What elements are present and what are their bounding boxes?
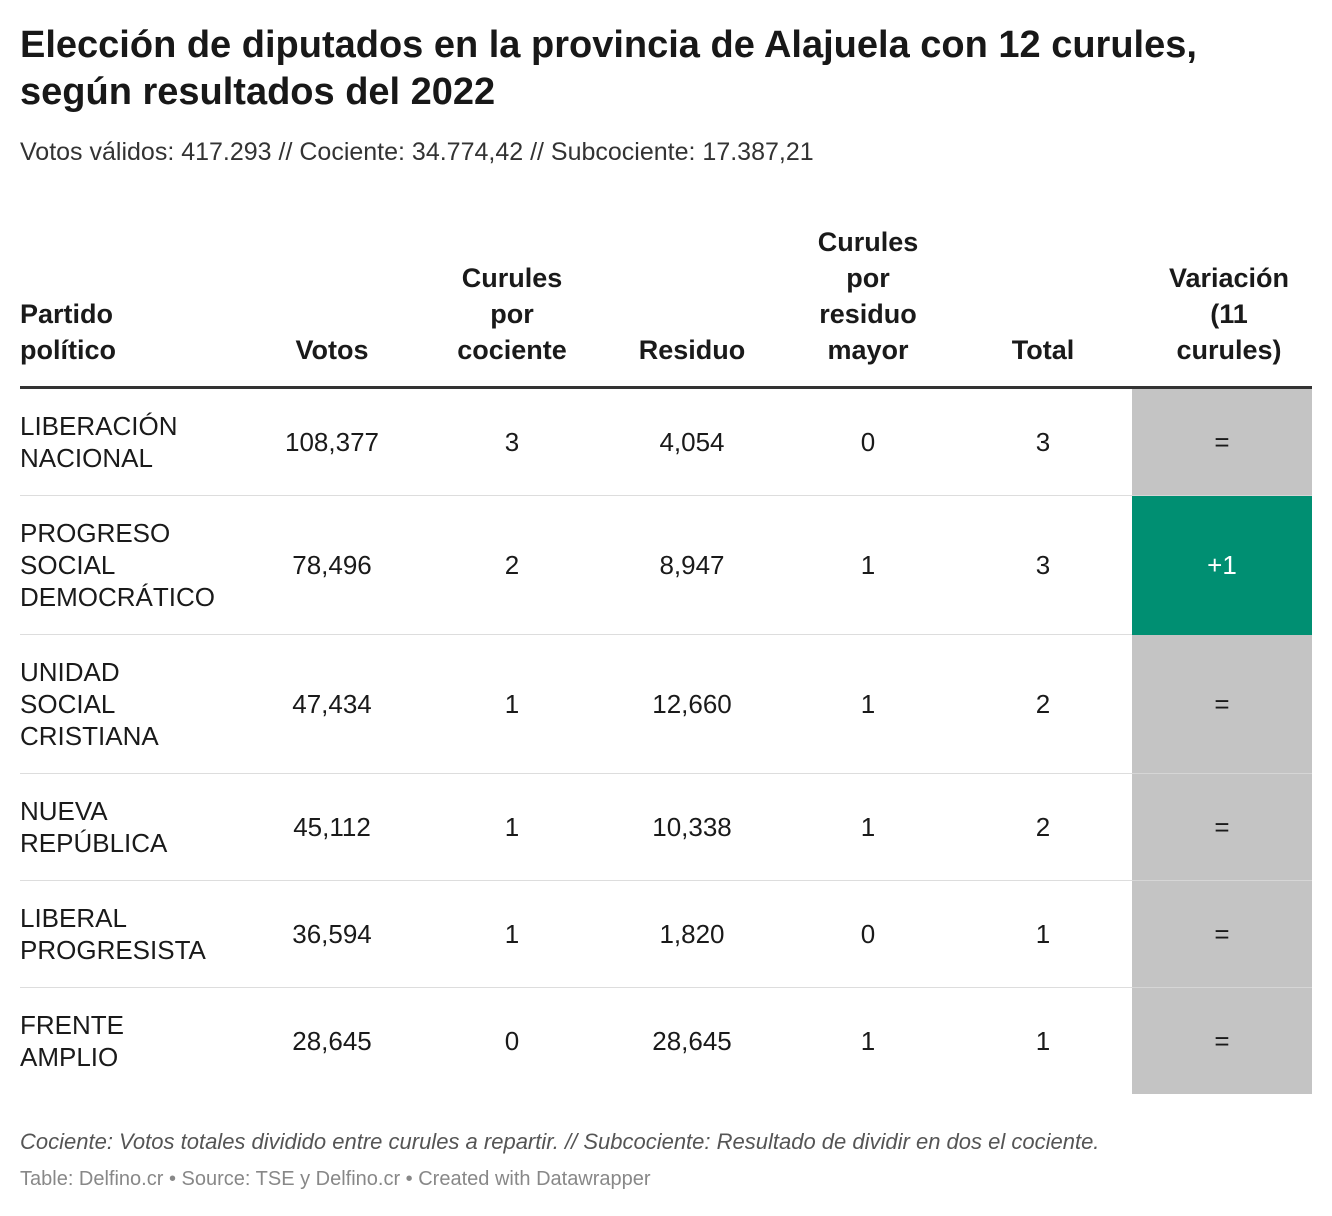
votos-cell: 78,496 xyxy=(242,495,422,635)
variacion-cell: = xyxy=(1132,773,1312,881)
total-cell: 1 xyxy=(954,880,1132,988)
party-name: NUEVA REPÚBLICA xyxy=(20,773,242,881)
votos-cell: 45,112 xyxy=(242,773,422,881)
curules-cociente-cell: 2 xyxy=(422,495,602,635)
variacion-cell: = xyxy=(1132,387,1312,496)
total-cell: 2 xyxy=(954,634,1132,774)
curules-residuo-cell: 1 xyxy=(860,1026,876,1056)
total-cell: 3 xyxy=(954,387,1132,496)
votos-cell: 36,594 xyxy=(242,880,422,988)
chart-title: Elección de diputados en la provincia de… xyxy=(20,24,1197,113)
residuo-cell: 10,338 xyxy=(602,773,782,881)
column-header-total: Total xyxy=(954,224,1132,389)
footnote: Cociente: Votos totales dividido entre c… xyxy=(20,1129,1100,1154)
table-row: NUEVA REPÚBLICA 45,112 1 10,338 1 2 = xyxy=(20,773,1312,881)
residuo-cell: 28,645 xyxy=(652,1026,732,1056)
column-header-residuo: Residuo xyxy=(602,224,782,389)
curules-residuo-cell: 1 xyxy=(782,634,954,774)
chart-subtitle: Votos válidos: 417.293 // Cociente: 34.7… xyxy=(20,138,814,166)
header-row: Partido político Votos Curules por cocie… xyxy=(20,224,1312,389)
table-body: LIBERACIÓN NACIONAL 108,377 3 4,054 0 3 … xyxy=(20,387,1312,1094)
residuo-cell: 1,820 xyxy=(602,880,782,988)
column-header-variacion: Variación (11 curules) xyxy=(1132,224,1312,389)
residuo-cell: 4,054 xyxy=(602,387,782,496)
curules-cociente-cell: 1 xyxy=(422,880,602,988)
column-header-curules-cociente: Curules por cociente xyxy=(422,224,602,389)
table-row: PROGRESO SOCIAL DEMOCRÁTICO 78,496 2 8,9… xyxy=(20,495,1312,635)
table-row: UNIDAD SOCIAL CRISTIANA 47,434 1 12,660 … xyxy=(20,634,1312,774)
party-name: UNIDAD SOCIAL CRISTIANA xyxy=(20,634,242,774)
variacion-cell: = xyxy=(1132,987,1312,1094)
total-cell: 3 xyxy=(954,495,1132,635)
party-name: LIBERACIÓN NACIONAL xyxy=(20,387,242,496)
curules-cociente-cell: 1 xyxy=(422,773,602,881)
curules-cociente-cell: 1 xyxy=(422,634,602,774)
column-header-curules-residuo: Curules por residuo mayor xyxy=(782,224,954,389)
column-header-votos: Votos xyxy=(242,224,422,389)
curules-cociente-cell: 3 xyxy=(422,387,602,496)
party-name: PROGRESO SOCIAL DEMOCRÁTICO xyxy=(20,495,242,635)
votos-cell: 108,377 xyxy=(242,387,422,496)
variacion-cell: +1 xyxy=(1132,495,1312,635)
votos-cell: 47,434 xyxy=(242,634,422,774)
curules-residuo-cell: 0 xyxy=(782,880,954,988)
residuo-cell: 12,660 xyxy=(602,634,782,774)
total-cell: 1 xyxy=(1035,1026,1051,1056)
results-table: Partido político Votos Curules por cocie… xyxy=(20,224,1312,1094)
table-row: LIBERAL PROGRESISTA 36,594 1 1,820 0 1 = xyxy=(20,880,1312,988)
residuo-cell: 8,947 xyxy=(602,495,782,635)
source-line: Table: Delfino.cr • Source: TSE y Delfin… xyxy=(20,1168,651,1190)
column-header-party: Partido político xyxy=(20,224,242,389)
curules-residuo-cell: 1 xyxy=(782,773,954,881)
curules-residuo-cell: 1 xyxy=(782,495,954,635)
votos-cell: 28,645 xyxy=(292,1026,372,1056)
party-name: FRENTE AMPLIO xyxy=(20,1010,124,1072)
variacion-cell: = xyxy=(1132,880,1312,988)
chart-container: Elección de diputados en la provincia de… xyxy=(20,22,1312,1192)
curules-cociente-cell: 0 xyxy=(504,1026,520,1056)
total-cell: 2 xyxy=(954,773,1132,881)
party-name: LIBERAL PROGRESISTA xyxy=(20,880,242,988)
table-row: FRENTE AMPLIO 28,645 0 28,645 1 1 = xyxy=(20,987,1312,1094)
variacion-cell: = xyxy=(1132,634,1312,774)
table-row: LIBERACIÓN NACIONAL 108,377 3 4,054 0 3 … xyxy=(20,387,1312,496)
curules-residuo-cell: 0 xyxy=(782,387,954,496)
